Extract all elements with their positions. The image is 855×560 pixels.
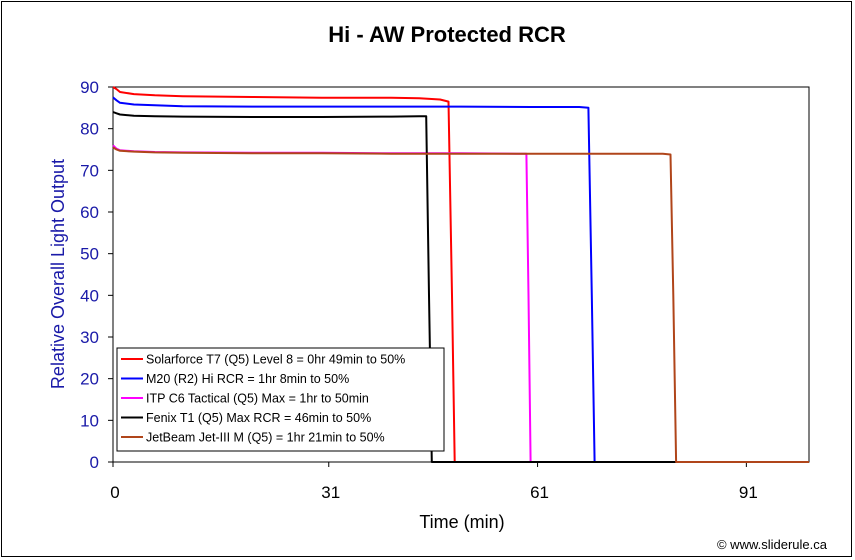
y-tick-label: 40 <box>80 286 99 305</box>
y-tick-label: 50 <box>80 245 99 264</box>
x-tick-label: 0 <box>110 483 119 502</box>
y-tick-label: 60 <box>80 203 99 222</box>
legend-entry: Fenix T1 (Q5) Max RCR = 46min to 50% <box>146 411 371 425</box>
x-tick-label: 91 <box>739 483 758 502</box>
y-tick-label: 20 <box>80 370 99 389</box>
y-tick-label: 80 <box>80 120 99 139</box>
x-tick-label: 31 <box>321 483 340 502</box>
series-line <box>112 146 809 463</box>
x-axis: 0 31 61 91 <box>110 462 758 502</box>
chart-title: Hi - AW Protected RCR <box>328 22 566 47</box>
y-axis: 0 10 20 30 40 50 60 70 80 90 <box>80 78 113 472</box>
series-lines <box>112 86 809 463</box>
series-line <box>112 86 809 463</box>
y-tick-label: 0 <box>90 453 99 472</box>
legend-box <box>116 347 445 452</box>
x-axis-label: Time (min) <box>419 512 504 532</box>
y-tick-label: 30 <box>80 328 99 347</box>
legend-entry: Solarforce T7 (Q5) Level 8 = 0hr 49min t… <box>146 353 405 367</box>
legend-entry: M20 (R2) Hi RCR = 1hr 8min to 50% <box>146 372 349 386</box>
series-line <box>112 111 809 463</box>
credit-text: © www.sliderule.ca <box>717 537 828 552</box>
y-axis-label: Relative Overall Light Output <box>48 159 68 389</box>
x-tick-label: 61 <box>530 483 549 502</box>
legend: Solarforce T7 (Q5) Level 8 = 0hr 49min t… <box>116 347 445 452</box>
y-tick-label: 10 <box>80 411 99 430</box>
y-tick-label: 90 <box>80 78 99 97</box>
series-line <box>112 96 809 463</box>
legend-entry: JetBeam Jet-III M (Q5) = 1hr 21min to 50… <box>146 431 385 445</box>
legend-entry: ITP C6 Tactical (Q5) Max = 1hr to 50min <box>146 392 369 406</box>
y-tick-label: 70 <box>80 161 99 180</box>
